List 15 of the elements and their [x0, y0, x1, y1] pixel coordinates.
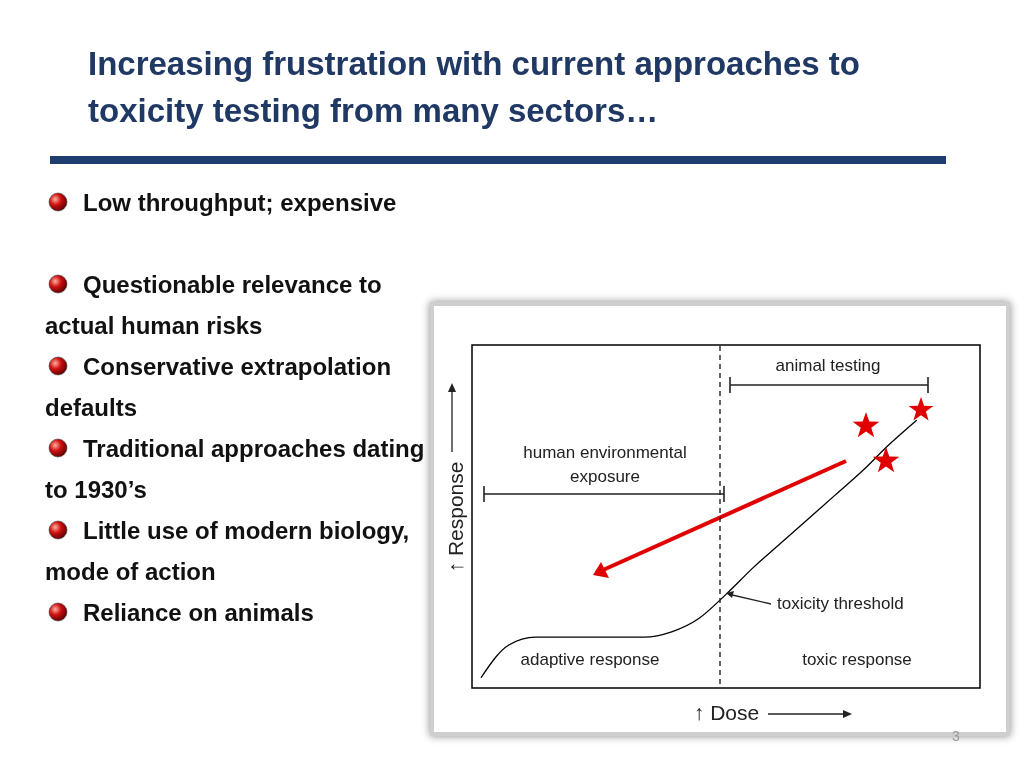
text: animal testing	[774, 355, 882, 377]
text: 3	[952, 727, 960, 746]
text: Reliance on animals	[82, 598, 315, 628]
annotation: adaptive response	[519, 649, 661, 671]
annotation: toxic response	[801, 649, 913, 671]
chart-title: Increasing frustration with current approaches to toxicity testing from many sectors…	[88, 44, 861, 131]
text: Traditional approaches dating to 1930’s	[45, 434, 426, 505]
annotation: human environmental exposure	[522, 442, 688, 488]
text: Questionable relevance to actual human risks	[45, 270, 383, 341]
y-axis-title: ↑ Response	[443, 461, 467, 573]
text: Conservative extrapolation defaults	[45, 352, 393, 423]
x-axis-title: ↑ Dose	[693, 700, 760, 724]
annotation: toxicity threshold	[777, 593, 904, 615]
text: Low throughput; expensive	[82, 188, 398, 218]
text: Little use of modern biology, mode of action	[45, 516, 411, 587]
